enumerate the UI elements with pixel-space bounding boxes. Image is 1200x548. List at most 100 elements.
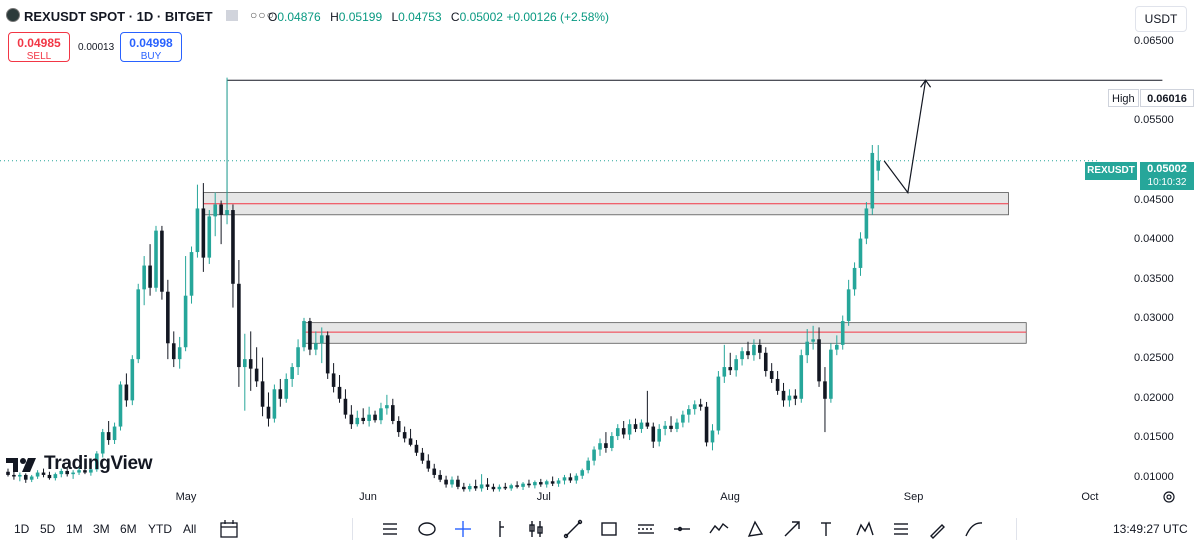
trend-line-icon[interactable] xyxy=(561,517,585,541)
time-axis-label: Aug xyxy=(720,491,740,503)
date-range-calendar-icon[interactable] xyxy=(217,517,241,541)
bar-chart-icon[interactable] xyxy=(488,517,512,541)
candle-body xyxy=(787,395,792,401)
candle-body xyxy=(527,483,531,486)
candle-body xyxy=(805,341,809,356)
time-axis-label: Jul xyxy=(536,491,551,503)
settings-icon[interactable] xyxy=(1162,490,1176,504)
ohlc-change: +0.00126 (+2.58%) xyxy=(506,10,610,24)
rectangle-icon[interactable] xyxy=(597,517,621,541)
text-icon[interactable] xyxy=(816,517,840,541)
ohlc-high: 0.05199 xyxy=(338,10,383,24)
candle-body xyxy=(550,481,555,484)
period-button[interactable]: 5D xyxy=(40,522,56,536)
candle-body xyxy=(124,384,129,401)
pattern-icon[interactable] xyxy=(853,517,877,541)
bottom-toolbar: 1D 5D 1M 3M 6M YTD All 13:49:27 UTC xyxy=(0,512,1200,548)
candle-body xyxy=(562,477,567,481)
candle-body xyxy=(556,480,561,484)
period-button[interactable]: 3M xyxy=(93,522,110,536)
curve-icon[interactable] xyxy=(962,517,986,541)
period-button[interactable]: All xyxy=(183,522,197,536)
price-axis-label: 0.03000 xyxy=(1134,312,1174,325)
candle-body xyxy=(391,405,395,421)
sell-button[interactable]: 0.04985 SELL xyxy=(8,32,70,62)
symbol-title[interactable]: REXUSDT SPOT · 1D · BITGET xyxy=(24,9,213,24)
candle-body xyxy=(858,238,863,268)
candle-body xyxy=(349,414,354,425)
buy-price: 0.04998 xyxy=(129,36,173,50)
period-button[interactable]: 1D xyxy=(14,522,30,536)
time-axis-label: Sep xyxy=(903,491,924,503)
candle-body xyxy=(100,432,105,454)
ellipse-icon[interactable] xyxy=(415,517,439,541)
period-button[interactable]: 6M xyxy=(120,522,137,536)
candle-body xyxy=(627,424,632,435)
candle-body xyxy=(231,210,235,284)
candle-body xyxy=(136,289,141,360)
arrow-icon[interactable] xyxy=(780,517,804,541)
ohlc-high-key: H xyxy=(330,10,339,24)
candle-body xyxy=(112,426,117,441)
candle-body xyxy=(740,351,744,360)
candle-body xyxy=(503,486,508,489)
candle-body xyxy=(633,424,638,429)
crosshair-icon[interactable] xyxy=(451,517,475,541)
candle-body xyxy=(521,483,525,487)
high-label: High xyxy=(1108,89,1139,107)
price-axis-label: 0.06500 xyxy=(1134,34,1174,47)
candle-body xyxy=(373,414,377,421)
more-options-icon[interactable]: ○○○ xyxy=(250,8,275,22)
period-button[interactable]: 1M xyxy=(66,522,83,536)
candle-body xyxy=(18,474,22,477)
current-price-tag: 0.05002 10:10:32 xyxy=(1140,162,1194,190)
candle-body xyxy=(337,386,342,399)
price-axis-label: 0.02000 xyxy=(1134,391,1174,404)
path-icon[interactable] xyxy=(707,517,731,541)
candle-body xyxy=(248,359,253,369)
high-value: 0.06016 xyxy=(1140,89,1194,107)
candlestick-icon[interactable] xyxy=(524,517,548,541)
candle-body xyxy=(130,359,135,401)
ray-icon[interactable] xyxy=(670,517,694,541)
candle-body xyxy=(319,335,324,344)
candle-body xyxy=(408,438,413,445)
candle-body xyxy=(846,289,851,322)
candle-body xyxy=(793,395,798,399)
candle-body xyxy=(669,425,673,429)
candle-body xyxy=(53,474,58,479)
long-position-icon[interactable] xyxy=(889,517,913,541)
tradingview-logo-icon xyxy=(6,458,36,472)
candle-body xyxy=(432,468,437,475)
brush-icon[interactable] xyxy=(926,517,950,541)
candle-body xyxy=(254,368,259,382)
candle-body xyxy=(302,321,306,348)
candle-body xyxy=(681,414,685,423)
candle-body xyxy=(166,291,170,344)
candle-body xyxy=(331,373,336,387)
candle-body xyxy=(106,432,111,441)
period-button[interactable]: YTD xyxy=(148,522,172,536)
flag-icon[interactable] xyxy=(226,10,238,21)
clock[interactable]: 13:49:27 UTC xyxy=(1113,522,1188,536)
buy-button[interactable]: 0.04998 BUY xyxy=(120,32,182,62)
candle-body xyxy=(396,421,401,433)
candle-body xyxy=(195,208,200,253)
currency-button[interactable]: USDT xyxy=(1135,6,1187,32)
candle-body xyxy=(343,398,348,415)
candle-body xyxy=(840,321,845,345)
candle-body xyxy=(71,472,75,475)
candle-body xyxy=(799,355,804,399)
parallel-channel-icon[interactable] xyxy=(634,517,658,541)
chart-header: REXUSDT SPOT · 1D · BITGET ○○○ O0.04876 … xyxy=(0,0,1200,32)
triangle-icon[interactable] xyxy=(743,517,767,541)
candle-body xyxy=(515,485,519,487)
candle-body xyxy=(722,367,727,377)
candle-body xyxy=(829,349,833,399)
candle-body xyxy=(852,267,857,290)
date-range-icon[interactable] xyxy=(378,517,402,541)
current-price: 0.05002 xyxy=(1147,163,1187,175)
ohlc-open: 0.04876 xyxy=(277,10,321,24)
price-chart[interactable] xyxy=(0,0,1200,512)
candle-body xyxy=(781,390,786,401)
